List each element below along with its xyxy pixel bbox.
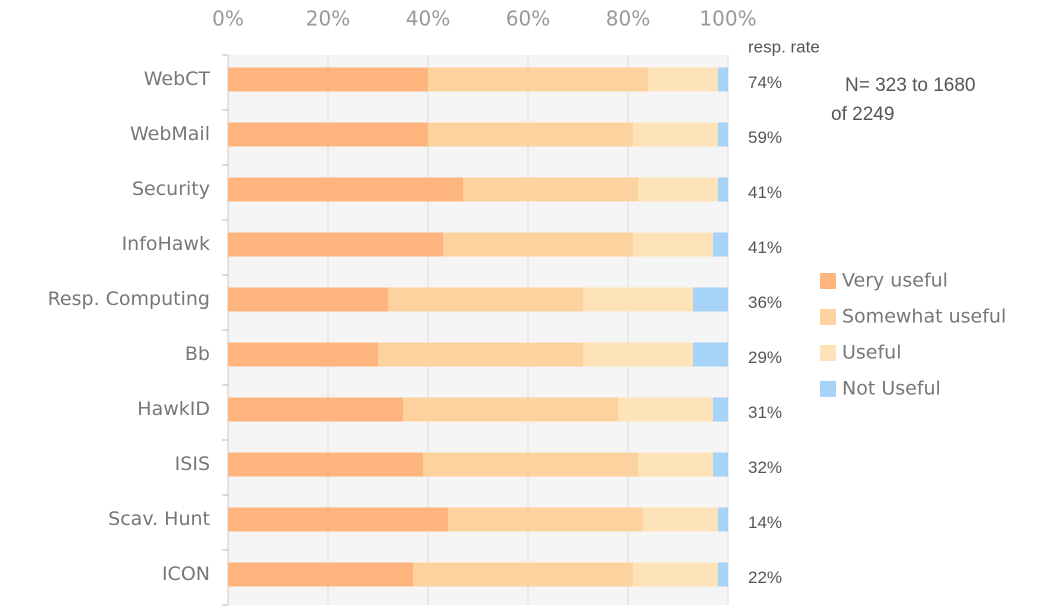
bar-segment <box>423 452 638 477</box>
bar-segment <box>718 177 728 202</box>
bar-segment <box>633 122 718 147</box>
x-tick-label: 80% <box>606 7 650 31</box>
bar-segment <box>228 507 448 532</box>
category-label: ICON <box>162 563 210 585</box>
category-label: Resp. Computing <box>48 288 210 310</box>
bar-segment <box>633 232 713 257</box>
bar-segment <box>428 122 633 147</box>
bar-segment <box>648 67 718 92</box>
bar-segment <box>228 67 428 92</box>
bar-segment <box>228 177 463 202</box>
bar-segment <box>718 67 728 92</box>
legend-swatch <box>820 381 836 397</box>
bar-segment <box>413 562 633 587</box>
legend-swatch <box>820 273 836 289</box>
rate-label: 14% <box>748 513 782 532</box>
bar-segment <box>638 177 718 202</box>
bar-segment <box>228 452 423 477</box>
bar-segment <box>633 562 718 587</box>
rate-label: 32% <box>748 458 782 477</box>
x-tick-label: 60% <box>506 7 550 31</box>
legend-label: Very useful <box>842 270 948 292</box>
rate-label: 31% <box>748 403 782 422</box>
category-label: InfoHawk <box>122 233 210 255</box>
x-tick-label: 100% <box>699 7 756 31</box>
rate-label: 22% <box>748 568 782 587</box>
x-tick-label: 0% <box>212 7 244 31</box>
annotation: N= 323 to 1680 <box>845 75 975 96</box>
bar-segment <box>388 287 583 312</box>
legend-label: Somewhat useful <box>842 306 1006 328</box>
category-label: Bb <box>185 343 210 365</box>
bar-segment <box>713 232 728 257</box>
category-label: WebMail <box>130 123 210 145</box>
bar-segment <box>403 397 618 422</box>
x-tick-label: 20% <box>306 7 350 31</box>
bar-segment <box>643 507 718 532</box>
bar-segment <box>228 342 378 367</box>
rate-label: 41% <box>748 183 782 202</box>
bar-segment <box>583 342 693 367</box>
bar-segment <box>228 232 443 257</box>
bar-segment <box>718 507 728 532</box>
rate-label: 29% <box>748 348 782 367</box>
rate-label: 41% <box>748 238 782 257</box>
bar-segment <box>448 507 643 532</box>
bar-segment <box>618 397 713 422</box>
rate-label: 74% <box>748 73 782 92</box>
category-label: ISIS <box>175 453 210 475</box>
category-label: WebCT <box>144 68 211 90</box>
bar-segment <box>693 287 728 312</box>
category-label: Security <box>132 178 210 200</box>
bar-segment <box>428 67 648 92</box>
category-label: Scav. Hunt <box>108 508 210 530</box>
legend-swatch <box>820 345 836 361</box>
bar-segment <box>693 342 728 367</box>
annotation: of 2249 <box>831 104 894 125</box>
bar-segment <box>443 232 633 257</box>
bar-segment <box>713 452 728 477</box>
bar-segment <box>228 397 403 422</box>
category-label: HawkID <box>137 398 210 420</box>
bar-segment <box>718 562 728 587</box>
bar-segment <box>228 287 388 312</box>
legend-label: Useful <box>842 342 902 364</box>
rate-label: 59% <box>748 128 782 147</box>
rate-label: 36% <box>748 293 782 312</box>
bar-segment <box>583 287 693 312</box>
legend-label: Not Useful <box>842 378 941 400</box>
bar-segment <box>228 122 428 147</box>
legend-swatch <box>820 309 836 325</box>
rate-header: resp. rate <box>748 37 820 56</box>
bar-segment <box>463 177 638 202</box>
bar-segment <box>713 397 728 422</box>
bar-segment <box>378 342 583 367</box>
bar-segment <box>638 452 713 477</box>
bar-segment <box>718 122 728 147</box>
bar-segment <box>228 562 413 587</box>
x-tick-label: 40% <box>406 7 450 31</box>
